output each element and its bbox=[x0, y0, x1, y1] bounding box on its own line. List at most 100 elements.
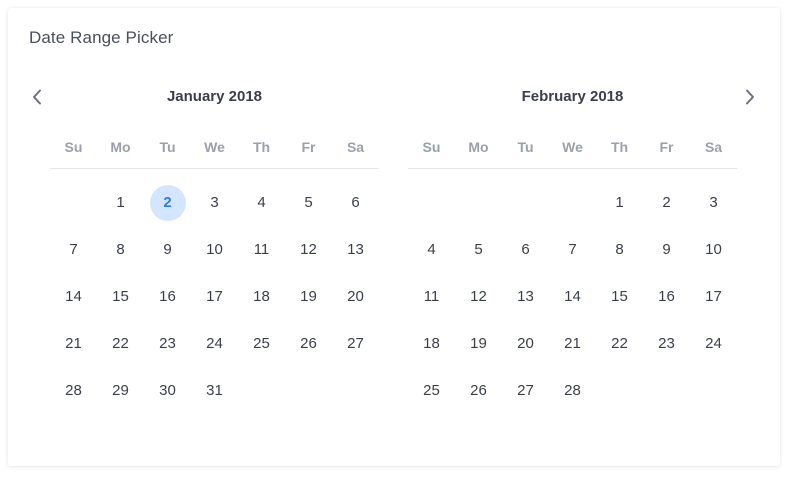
day-number: 6 bbox=[351, 194, 360, 211]
day-cell-empty bbox=[549, 179, 596, 226]
day-cell[interactable]: 18 bbox=[238, 273, 285, 320]
day-cell[interactable]: 26 bbox=[455, 367, 502, 414]
day-cell-empty bbox=[502, 179, 549, 226]
day-cell[interactable]: 22 bbox=[97, 320, 144, 367]
day-cell[interactable]: 12 bbox=[285, 226, 332, 273]
picker-title: Date Range Picker bbox=[29, 28, 174, 47]
day-cell[interactable]: 8 bbox=[97, 226, 144, 273]
day-number: 10 bbox=[206, 241, 223, 258]
day-cell[interactable]: 27 bbox=[502, 367, 549, 414]
day-number: 25 bbox=[253, 335, 270, 352]
day-cell[interactable]: 10 bbox=[191, 226, 238, 273]
day-cell[interactable]: 13 bbox=[502, 273, 549, 320]
day-cell[interactable]: 22 bbox=[596, 320, 643, 367]
day-number: 5 bbox=[304, 194, 313, 211]
day-number: 17 bbox=[705, 288, 722, 305]
weekday-label: Tu bbox=[159, 139, 176, 155]
weekday-label: Sa bbox=[346, 139, 365, 155]
day-cell[interactable]: 4 bbox=[408, 226, 455, 273]
day-cell[interactable]: 8 bbox=[596, 226, 643, 273]
day-cell[interactable]: 7 bbox=[50, 226, 97, 273]
weekday-label: Sa bbox=[704, 139, 723, 155]
day-number: 16 bbox=[159, 288, 176, 305]
day-cell[interactable]: 15 bbox=[97, 273, 144, 320]
day-cell[interactable]: 9 bbox=[144, 226, 191, 273]
day-cell[interactable]: 20 bbox=[332, 273, 379, 320]
day-number: 16 bbox=[658, 288, 675, 305]
day-number: 15 bbox=[112, 288, 129, 305]
day-cell[interactable]: 19 bbox=[455, 320, 502, 367]
day-number: 12 bbox=[470, 288, 487, 305]
day-cell[interactable]: 28 bbox=[50, 367, 97, 414]
day-cell[interactable]: 21 bbox=[549, 320, 596, 367]
day-number: 28 bbox=[65, 382, 82, 399]
day-cell[interactable]: 25 bbox=[238, 320, 285, 367]
day-number: 1 bbox=[615, 194, 624, 211]
chevron-right-icon bbox=[746, 89, 754, 105]
day-number: 15 bbox=[611, 288, 628, 305]
day-cell[interactable]: 6 bbox=[502, 226, 549, 273]
day-cell[interactable]: 1 bbox=[596, 179, 643, 226]
day-cell[interactable]: 16 bbox=[643, 273, 690, 320]
weekday-label: Su bbox=[64, 139, 83, 155]
day-cell[interactable]: 14 bbox=[50, 273, 97, 320]
day-cell[interactable]: 27 bbox=[332, 320, 379, 367]
day-cell[interactable]: 5 bbox=[285, 179, 332, 226]
weekday-label: Th bbox=[610, 139, 629, 155]
day-number: 2 bbox=[662, 194, 671, 211]
day-number: 9 bbox=[662, 241, 671, 258]
weekday-label: Mo bbox=[468, 139, 489, 155]
day-cell[interactable]: 10 bbox=[690, 226, 737, 273]
day-number: 13 bbox=[517, 288, 534, 305]
day-cell[interactable]: 13 bbox=[332, 226, 379, 273]
day-cell[interactable]: 14 bbox=[549, 273, 596, 320]
day-cell[interactable]: 2 bbox=[643, 179, 690, 226]
day-cell[interactable]: 11 bbox=[408, 273, 455, 320]
month-title: January 2018 bbox=[166, 88, 263, 105]
day-cell[interactable]: 12 bbox=[455, 273, 502, 320]
day-number: 29 bbox=[112, 382, 129, 399]
day-number: 1 bbox=[116, 194, 125, 211]
day-cell[interactable]: 16 bbox=[144, 273, 191, 320]
day-number: 26 bbox=[300, 335, 317, 352]
day-number: 14 bbox=[564, 288, 581, 305]
day-cell-highlighted[interactable]: 2 bbox=[144, 179, 191, 226]
day-cell[interactable]: 7 bbox=[549, 226, 596, 273]
day-cell[interactable]: 26 bbox=[285, 320, 332, 367]
day-grid: 1 2 3 4 5 6 7 8 9 10 11 12 13 14 15 16 17 18 19 20 21 22 23 24 2… bbox=[50, 179, 379, 414]
day-cell[interactable]: 3 bbox=[191, 179, 238, 226]
prev-month-button[interactable] bbox=[26, 86, 48, 108]
day-cell[interactable]: 6 bbox=[332, 179, 379, 226]
day-cell[interactable]: 17 bbox=[690, 273, 737, 320]
weekday-header-row: Su Mo Tu We Th Fr Sa bbox=[50, 138, 379, 169]
day-cell[interactable]: 28 bbox=[549, 367, 596, 414]
weekday-label: Th bbox=[252, 139, 271, 155]
day-cell[interactable]: 3 bbox=[690, 179, 737, 226]
day-cell[interactable]: 21 bbox=[50, 320, 97, 367]
weekday-label: Mo bbox=[110, 139, 131, 155]
day-number: 27 bbox=[517, 382, 534, 399]
day-cell[interactable]: 5 bbox=[455, 226, 502, 273]
day-cell[interactable]: 30 bbox=[144, 367, 191, 414]
day-cell[interactable]: 1 bbox=[97, 179, 144, 226]
day-cell[interactable]: 9 bbox=[643, 226, 690, 273]
day-cell[interactable]: 23 bbox=[144, 320, 191, 367]
date-range-picker-card: Date Range Picker January 2018 Su Mo Tu … bbox=[8, 8, 780, 466]
day-cell[interactable]: 31 bbox=[191, 367, 238, 414]
day-cell[interactable]: 24 bbox=[690, 320, 737, 367]
day-cell[interactable]: 19 bbox=[285, 273, 332, 320]
day-cell[interactable]: 24 bbox=[191, 320, 238, 367]
day-cell[interactable]: 17 bbox=[191, 273, 238, 320]
day-cell[interactable]: 25 bbox=[408, 367, 455, 414]
day-cell[interactable]: 29 bbox=[97, 367, 144, 414]
day-cell[interactable]: 23 bbox=[643, 320, 690, 367]
day-cell[interactable]: 15 bbox=[596, 273, 643, 320]
day-cell[interactable]: 20 bbox=[502, 320, 549, 367]
day-cell[interactable]: 11 bbox=[238, 226, 285, 273]
weekday-label: Fr bbox=[301, 139, 316, 155]
next-month-button[interactable] bbox=[739, 86, 761, 108]
day-cell[interactable]: 4 bbox=[238, 179, 285, 226]
day-number: 31 bbox=[206, 382, 223, 399]
day-cell[interactable]: 18 bbox=[408, 320, 455, 367]
